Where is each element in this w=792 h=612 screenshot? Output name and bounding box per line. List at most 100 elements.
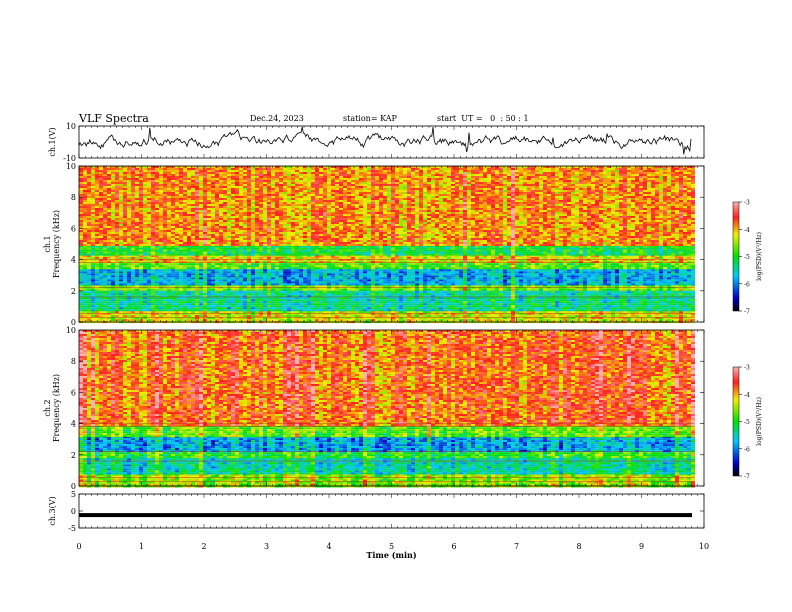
spectrogram-cell — [171, 267, 175, 269]
spectrogram-cell — [507, 263, 511, 265]
spectrogram-cell — [175, 291, 179, 293]
spectrogram-cell — [379, 281, 383, 283]
spectrogram-cell — [339, 265, 343, 267]
spectrogram-cell — [651, 281, 655, 283]
spectrogram-cell — [271, 273, 275, 275]
spectrogram-cell — [91, 307, 95, 309]
spectrogram-cell — [95, 307, 99, 309]
spectrogram-cell — [311, 267, 315, 269]
spectrogram-cell — [511, 299, 515, 301]
spectrogram-cell — [531, 319, 535, 321]
spectrogram-cell — [679, 289, 683, 291]
spectrogram-cell — [255, 305, 259, 307]
spectrogram-cell — [483, 297, 487, 299]
spectrogram-cell — [451, 265, 455, 267]
spectrogram-cell — [647, 277, 651, 279]
spectrogram-cell — [351, 307, 355, 309]
spectrogram-cell — [627, 297, 631, 299]
spectrogram-cell — [535, 303, 539, 305]
spectrogram-cell — [323, 293, 327, 295]
spectrogram-cell — [291, 309, 295, 311]
spectrogram-cell — [339, 301, 343, 303]
spectrogram-cell — [327, 269, 331, 271]
spectrogram-cell — [287, 297, 291, 299]
spectrogram-cell — [211, 291, 215, 293]
spectrogram-cell — [115, 277, 119, 279]
spectrogram-cell — [87, 277, 91, 279]
spectrogram-cell — [79, 267, 83, 269]
spectrogram-cell — [587, 299, 591, 301]
spectrogram-cell — [515, 299, 519, 301]
spectrogram-cell — [247, 303, 251, 305]
spectrogram-cell — [475, 263, 479, 265]
spectrogram-cell — [299, 263, 303, 265]
spectrogram-cell — [303, 275, 307, 277]
spectrogram-cell — [167, 289, 171, 291]
spectrogram-cell — [475, 307, 479, 309]
spectrogram-cell — [179, 269, 183, 271]
spectrogram-cell — [559, 309, 563, 311]
spectrogram-cell — [679, 265, 683, 267]
spectrogram-cell — [683, 279, 687, 281]
spectrogram-cell — [351, 319, 355, 321]
spectrogram-cell — [467, 311, 471, 313]
spectrogram-cell — [499, 303, 503, 305]
spectrogram-cell — [195, 315, 199, 317]
spectrogram-cell — [555, 311, 559, 313]
spectrogram-cell — [687, 297, 691, 299]
spectrogram-cell — [551, 279, 555, 281]
spectrogram-cell — [483, 273, 487, 275]
spectrogram-cell — [667, 319, 671, 321]
spectrogram-cell — [207, 309, 211, 311]
spectrogram-cell — [391, 283, 395, 285]
spectrogram-cell — [539, 265, 543, 267]
spectrogram-cell — [123, 277, 127, 279]
spectrogram-cell — [555, 297, 559, 299]
spectrogram-cell — [235, 305, 239, 307]
spectrogram-cell — [499, 275, 503, 277]
spectrogram-cell — [115, 267, 119, 269]
spectrogram-cell — [187, 263, 191, 265]
spectrogram-cell — [143, 291, 147, 293]
spectrogram-cell — [587, 297, 591, 299]
spectrogram-cell — [495, 319, 499, 321]
spectrogram-cell — [151, 309, 155, 311]
spectrogram-cell — [271, 293, 275, 295]
spectrogram-cell — [611, 305, 615, 307]
spectrogram-cell — [607, 269, 611, 271]
spectrogram-cell — [359, 291, 363, 293]
spectrogram-cell — [191, 289, 195, 291]
spectrogram-cell — [91, 277, 95, 279]
spectrogram-cell — [103, 273, 107, 275]
spectrogram-cell — [323, 271, 327, 273]
spectrogram-cell — [583, 315, 587, 317]
spectrogram-cell — [347, 303, 351, 305]
spectrogram-cell — [543, 281, 547, 283]
spectrogram-cell — [355, 309, 359, 311]
spectrogram-cell — [83, 279, 87, 281]
spectrogram-cell — [175, 293, 179, 295]
spectrogram-cell — [643, 305, 647, 307]
spectrogram-cell — [547, 279, 551, 281]
spectrogram-cell — [567, 271, 571, 273]
spectrogram-cell — [619, 273, 623, 275]
spectrogram-cell — [523, 305, 527, 307]
spectrogram-cell — [131, 309, 135, 311]
spectrogram-cell — [515, 319, 519, 321]
spectrogram-cell — [531, 271, 535, 273]
spectrogram-cell — [523, 281, 527, 283]
spectrogram-cell — [231, 283, 235, 285]
spectrogram-cell — [475, 299, 479, 301]
spectrogram-cell — [395, 299, 399, 301]
spectrogram-cell — [231, 273, 235, 275]
spectrogram-cell — [407, 269, 411, 271]
spectrogram-cell — [531, 303, 535, 305]
spectrogram-cell — [155, 299, 159, 301]
spectrogram-cell — [555, 293, 559, 295]
spectrogram-cell — [611, 293, 615, 295]
spectrogram-cell — [511, 281, 515, 283]
spectrogram-cell — [363, 281, 367, 283]
spectrogram-cell — [303, 289, 307, 291]
spectrogram-cell — [371, 307, 375, 309]
spectrogram-cell — [263, 301, 267, 303]
